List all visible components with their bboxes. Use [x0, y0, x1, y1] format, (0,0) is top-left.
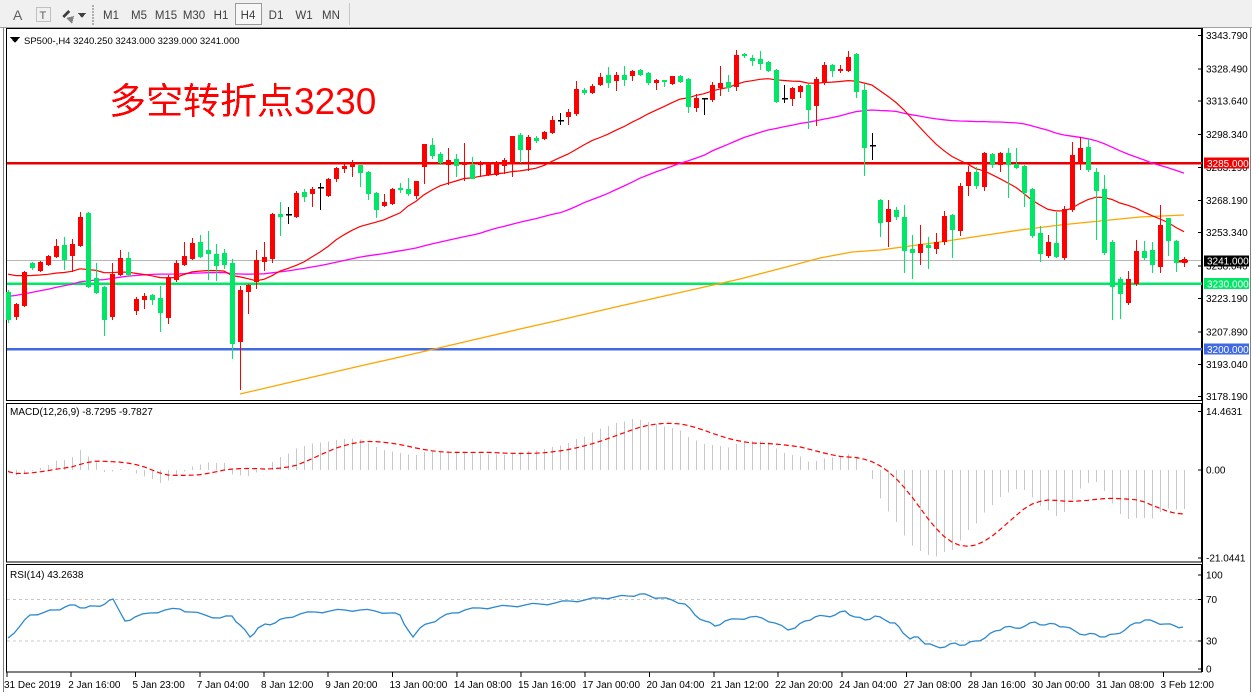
- svg-text:D1: D1: [269, 10, 284, 22]
- svg-text:100: 100: [1206, 571, 1223, 582]
- svg-text:3313.640: 3313.640: [1206, 97, 1248, 108]
- svg-text:3298.340: 3298.340: [1206, 130, 1248, 141]
- svg-text:3285.000: 3285.000: [1207, 159, 1249, 170]
- svg-text:31 Dec 2019: 31 Dec 2019: [4, 680, 61, 691]
- svg-text:30 Jan 00:00: 30 Jan 00:00: [1032, 680, 1090, 691]
- svg-text:A: A: [13, 7, 23, 23]
- svg-text:70: 70: [1206, 595, 1218, 606]
- svg-text:17 Jan 00:00: 17 Jan 00:00: [582, 680, 640, 691]
- svg-text:3343.790: 3343.790: [1206, 31, 1248, 42]
- svg-text:3207.890: 3207.890: [1206, 327, 1248, 338]
- svg-text:3223.190: 3223.190: [1206, 294, 1248, 305]
- svg-text:30: 30: [1206, 636, 1218, 647]
- svg-text:28 Jan 16:00: 28 Jan 16:00: [968, 680, 1026, 691]
- svg-text:H4: H4: [241, 10, 256, 22]
- svg-text:0: 0: [1206, 665, 1212, 676]
- svg-text:M1: M1: [103, 10, 119, 22]
- svg-text:9 Jan 20:00: 9 Jan 20:00: [325, 680, 378, 691]
- svg-text:M30: M30: [183, 10, 205, 22]
- svg-text:20 Jan 04:00: 20 Jan 04:00: [647, 680, 705, 691]
- svg-text:SP500-,H4 3240.250 3243.000 3: SP500-,H4 3240.250 3243.000 3239.000 324…: [24, 36, 240, 47]
- svg-text:MN: MN: [322, 10, 340, 22]
- svg-text:3178.190: 3178.190: [1206, 392, 1248, 403]
- svg-text:3200.000: 3200.000: [1207, 345, 1249, 356]
- svg-text:8 Jan 12:00: 8 Jan 12:00: [261, 680, 314, 691]
- svg-text:5 Jan 23:00: 5 Jan 23:00: [133, 680, 186, 691]
- svg-text:3268.190: 3268.190: [1206, 196, 1248, 207]
- svg-text:H1: H1: [214, 10, 229, 22]
- svg-text:14.4631: 14.4631: [1206, 407, 1243, 418]
- svg-text:7 Jan 04:00: 7 Jan 04:00: [197, 680, 250, 691]
- svg-text:14 Jan 08:00: 14 Jan 08:00: [454, 680, 512, 691]
- svg-text:M15: M15: [155, 10, 177, 22]
- svg-text:2 Jan 16:00: 2 Jan 16:00: [68, 680, 121, 691]
- svg-text:3238.040: 3238.040: [1206, 262, 1248, 273]
- svg-text:13 Jan 00:00: 13 Jan 00:00: [390, 680, 448, 691]
- svg-text:31 Jan 08:00: 31 Jan 08:00: [1096, 680, 1154, 691]
- svg-text:21 Jan 12:00: 21 Jan 12:00: [711, 680, 769, 691]
- svg-text:3230.000: 3230.000: [1207, 279, 1249, 290]
- svg-text:0.00: 0.00: [1206, 465, 1226, 476]
- svg-text:3241.000: 3241.000: [1207, 257, 1249, 268]
- svg-text:15 Jan 16:00: 15 Jan 16:00: [518, 680, 576, 691]
- svg-text:-21.0441: -21.0441: [1206, 554, 1246, 565]
- svg-text:24 Jan 04:00: 24 Jan 04:00: [839, 680, 897, 691]
- svg-text:3328.490: 3328.490: [1206, 64, 1248, 75]
- svg-text:RSI(14) 43.2638: RSI(14) 43.2638: [10, 570, 84, 581]
- svg-text:T: T: [40, 10, 47, 22]
- svg-text:3 Feb 12:00: 3 Feb 12:00: [1161, 680, 1215, 691]
- svg-text:3253.340: 3253.340: [1206, 228, 1248, 239]
- svg-text:22 Jan 20:00: 22 Jan 20:00: [775, 680, 833, 691]
- svg-text:27 Jan 08:00: 27 Jan 08:00: [904, 680, 962, 691]
- svg-text:3230: 3230: [294, 81, 376, 122]
- svg-text:W1: W1: [295, 10, 312, 22]
- svg-text:MACD(12,26,9) -8.7295 -9.7827: MACD(12,26,9) -8.7295 -9.7827: [10, 407, 153, 418]
- svg-text:M5: M5: [131, 10, 147, 22]
- svg-text:3193.040: 3193.040: [1206, 360, 1248, 371]
